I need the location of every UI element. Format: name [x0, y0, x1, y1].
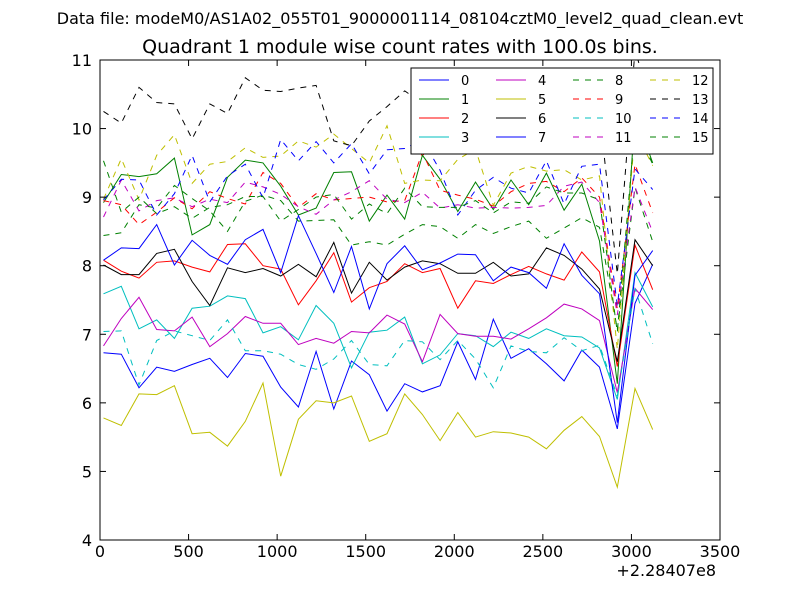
x-tick-label: 3000 [611, 542, 652, 561]
x-tick-label: 0 [95, 542, 105, 561]
series-line-11 [103, 178, 654, 316]
series-line-8 [103, 184, 654, 330]
legend-label: 2 [461, 112, 469, 127]
y-tick-label: 8 [82, 257, 92, 276]
series-layer [103, 60, 654, 490]
y-tick-label: 10 [72, 120, 92, 139]
legend-label: 8 [615, 74, 623, 89]
y-tick-label: 6 [82, 394, 92, 413]
series-line-15 [103, 124, 654, 333]
legend-label: 12 [692, 74, 709, 89]
chart-title: Quadrant 1 module wise count rates with … [142, 36, 658, 58]
legend-label: 5 [538, 93, 546, 108]
legend-label: 3 [461, 131, 469, 146]
series-line-10 [103, 288, 654, 397]
x-tick-label: 500 [173, 542, 204, 561]
series-line-4 [103, 287, 654, 393]
x-tick-label: 2500 [522, 542, 563, 561]
legend-label: 0 [461, 74, 469, 89]
axes-frame [99, 59, 721, 541]
y-tick-label: 11 [72, 51, 92, 70]
legend-label: 11 [615, 131, 632, 146]
x-tick-label: 3500 [700, 542, 741, 561]
legend-label: 9 [615, 93, 623, 108]
legend-label: 14 [692, 112, 709, 127]
series-line-7 [103, 214, 654, 423]
y-tick-label: 9 [82, 188, 92, 207]
y-tick-label: 4 [82, 531, 92, 550]
series-line-0 [103, 264, 654, 430]
legend-label: 6 [538, 112, 546, 127]
legend-label: 15 [692, 131, 709, 146]
legend-label: 13 [692, 93, 709, 108]
x-tick-label: 1000 [257, 542, 298, 561]
series-line-3 [103, 270, 654, 400]
legend-label: 4 [538, 74, 546, 89]
series-line-12 [103, 124, 654, 350]
series-line-1 [103, 113, 654, 384]
y-tick-label: 5 [82, 462, 92, 481]
series-line-2 [103, 243, 654, 367]
x-tick-label: 2000 [434, 542, 475, 561]
legend-label: 10 [615, 112, 632, 127]
y-tick-label: 7 [82, 325, 92, 344]
x-offset-label: +2.28407e8 [616, 561, 716, 580]
series-line-6 [103, 238, 654, 362]
legend-label: 1 [461, 93, 469, 108]
series-line-14 [103, 138, 654, 306]
legend-box [410, 67, 714, 155]
figure-suptitle: Data file: modeM0/AS1A02_055T01_90000011… [56, 9, 744, 28]
x-tick-label: 1500 [345, 542, 386, 561]
series-line-5 [103, 381, 654, 490]
legend-label: 7 [538, 131, 546, 146]
